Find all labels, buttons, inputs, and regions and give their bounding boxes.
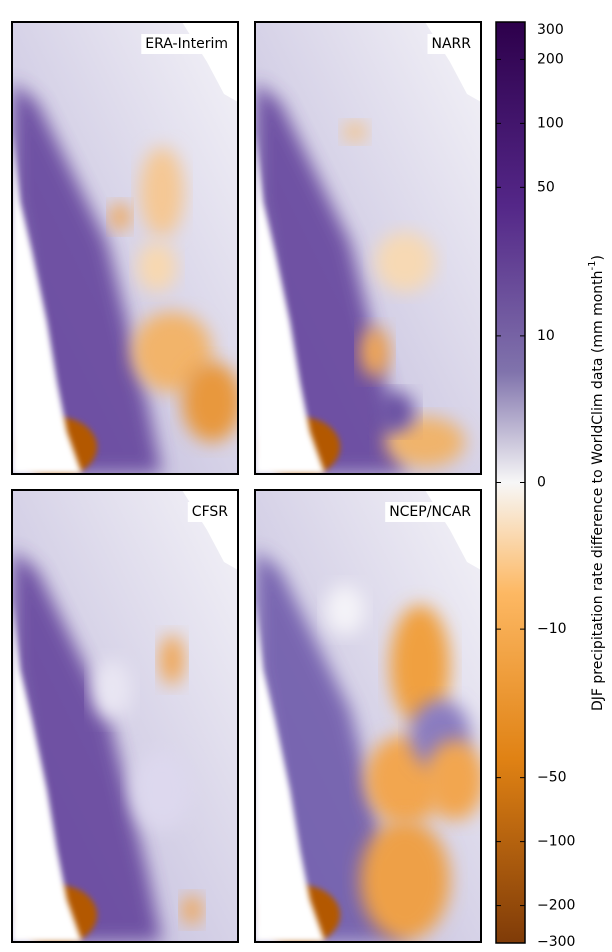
panel-frame xyxy=(11,21,239,475)
label-bg xyxy=(427,34,476,54)
tick-label: 300 xyxy=(537,22,564,38)
blob xyxy=(110,203,130,231)
blob xyxy=(343,122,367,142)
blob xyxy=(325,585,365,635)
blob xyxy=(360,327,390,377)
blob xyxy=(375,232,435,292)
blob xyxy=(425,740,481,820)
blob xyxy=(182,362,238,442)
blob xyxy=(385,417,465,467)
map-panel xyxy=(255,22,481,474)
map-panel xyxy=(12,490,238,942)
tick-label: −50 xyxy=(537,770,567,786)
label-bg xyxy=(141,34,232,54)
blob xyxy=(137,242,177,292)
map-panel xyxy=(255,490,481,942)
tick-label: 10 xyxy=(537,328,555,344)
tick-label: −300 xyxy=(537,934,575,948)
blob xyxy=(132,750,192,830)
blob xyxy=(140,147,184,237)
blob xyxy=(132,312,212,392)
tick-label: −10 xyxy=(537,621,567,637)
tick-label: −200 xyxy=(537,898,575,914)
map-panel xyxy=(12,22,238,474)
tick-label: 100 xyxy=(537,115,564,131)
blob xyxy=(160,635,184,685)
panel-frame xyxy=(11,489,239,943)
label-part: DJF precipitation rate difference to Wor… xyxy=(590,270,606,711)
panel-label: NCEP/NCAR xyxy=(389,504,471,520)
panel-label: CFSR xyxy=(192,504,228,520)
label-bg xyxy=(385,502,476,522)
tick-label: −100 xyxy=(537,834,575,850)
ocean xyxy=(12,132,82,474)
panel-label: ERA-Interim xyxy=(145,36,228,52)
ocean xyxy=(255,132,325,474)
label-sup: -1 xyxy=(587,260,598,270)
label-part: ) xyxy=(590,255,606,260)
ocean xyxy=(12,600,82,942)
blob xyxy=(375,392,415,432)
ocean xyxy=(255,600,325,942)
blob xyxy=(92,660,132,720)
tick-label: 200 xyxy=(537,51,564,67)
panel-label: NARR xyxy=(431,36,471,52)
panel-frame xyxy=(254,489,482,943)
colorbar-label: DJF precipitation rate difference to Wor… xyxy=(587,255,606,711)
blob xyxy=(182,895,202,925)
panel-frame xyxy=(254,21,482,475)
blob xyxy=(390,605,450,725)
label-bg xyxy=(187,502,233,522)
blob xyxy=(360,820,450,940)
tick-label: 50 xyxy=(537,179,555,195)
tick-label: 0 xyxy=(537,475,546,491)
